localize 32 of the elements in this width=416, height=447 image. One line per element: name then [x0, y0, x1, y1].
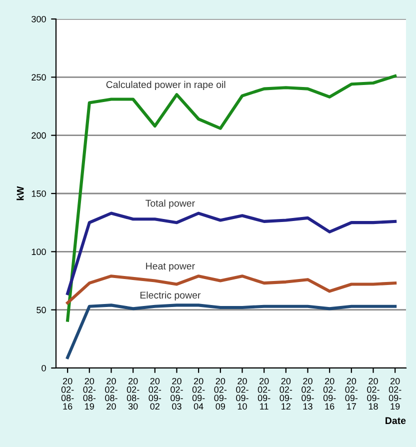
line-series: [66, 304, 397, 360]
y-tick-label: 100: [32, 248, 46, 256]
y-tick-label: 300: [32, 16, 46, 22]
x-tick-label: 2002-09-11: [258, 378, 270, 410]
y-tick-label: 0: [42, 364, 46, 372]
x-axis-title: Date: [386, 417, 406, 424]
y-tick-label: 250: [32, 74, 46, 81]
x-tick-label: 2002-08-19: [83, 378, 96, 410]
x-tick-label: 2002-09-09: [214, 378, 227, 410]
x-tick-label: 2002-09-17: [345, 378, 358, 410]
y-axis-title: kW: [16, 186, 24, 200]
y-tick-label: 50: [36, 306, 46, 314]
line-series: [66, 274, 397, 304]
series-label: Heat power: [146, 262, 195, 272]
x-tick-label: 2002-09-13: [302, 378, 314, 410]
x-tick-label: 2002-09-04: [192, 378, 205, 410]
x-tick-label: 2002-09-02: [148, 378, 162, 410]
x-tick-label: 2002-09-18: [367, 378, 380, 410]
series-label: Electric power: [140, 291, 201, 301]
x-tick-label: 2002-09-12: [280, 378, 292, 410]
x-tick-label: 2002-09-19: [388, 378, 402, 410]
x-tick-label: 2002-09-10: [236, 378, 248, 410]
x-tick-label: 2002-09-16: [323, 378, 336, 410]
series-label: Total power: [146, 200, 195, 209]
x-tick-label: 2002-08-16: [61, 378, 74, 410]
x-tick-label: 2002-08-20: [105, 378, 118, 410]
x-tick-label: 2002-08-30: [126, 378, 140, 410]
series-label: Calculated power in rape oil: [106, 80, 226, 90]
y-tick-label: 150: [32, 190, 46, 197]
line-series: [66, 74, 397, 322]
y-tick-label: 200: [32, 132, 46, 139]
x-tick-label: 2002-09-03: [170, 378, 183, 410]
